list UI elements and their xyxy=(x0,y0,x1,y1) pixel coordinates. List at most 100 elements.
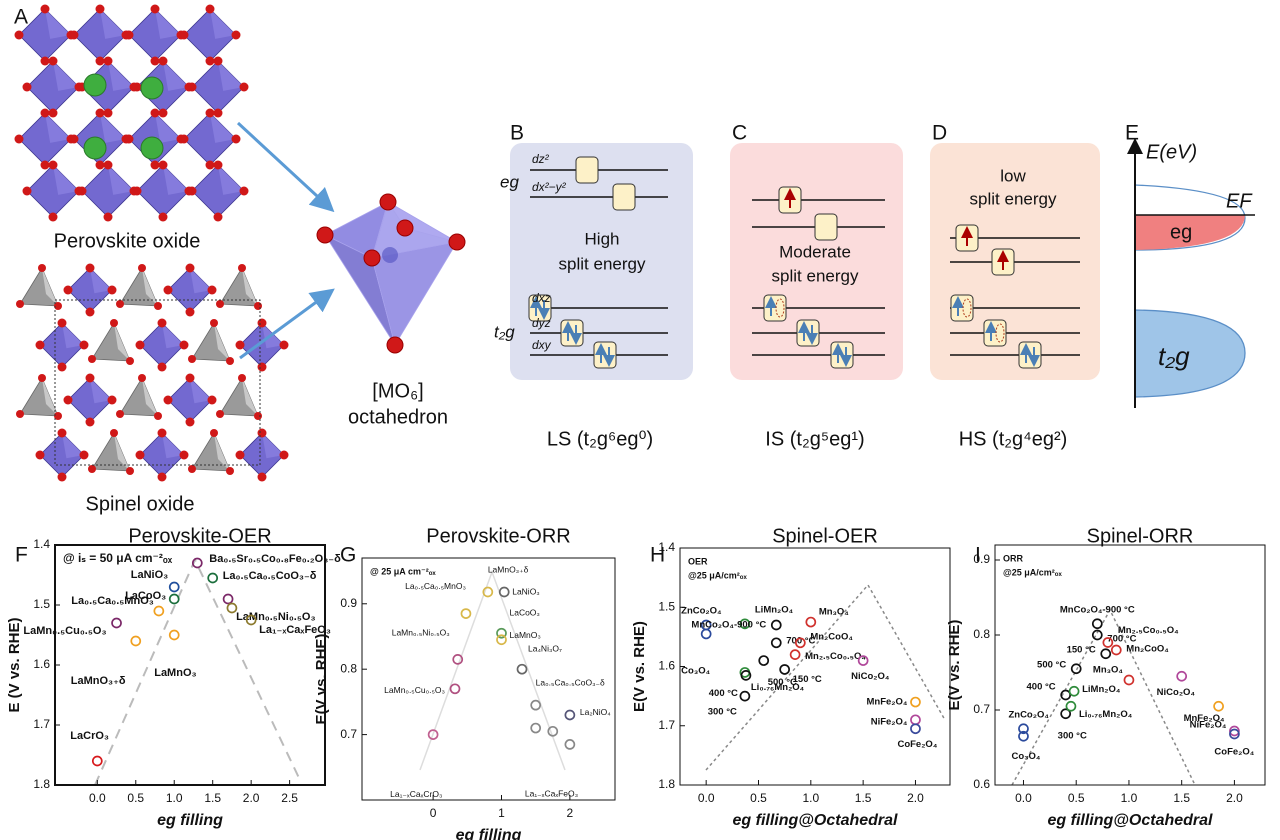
x-tick-label: 2.0 xyxy=(1226,791,1243,805)
point-label: LaCoO₃ xyxy=(509,607,539,617)
orbital: dxz xyxy=(532,291,551,305)
oxygen xyxy=(48,56,58,66)
oxygen xyxy=(85,373,95,383)
oxygen xyxy=(207,395,217,405)
data-point xyxy=(739,618,751,630)
point-label: LaMnO₃ xyxy=(154,667,196,679)
data-point xyxy=(1018,723,1029,735)
oxygen xyxy=(257,318,267,328)
data-point xyxy=(427,729,439,740)
oxygen xyxy=(124,134,134,144)
point-label: La₂NiO₄ xyxy=(580,707,611,717)
data-point xyxy=(564,739,576,750)
caption: HS (t₂g⁴eg²) xyxy=(959,428,1068,450)
trend-line xyxy=(1011,608,1196,786)
point-label: Mn₂.₅Co₀.₅O₄ xyxy=(1118,625,1179,636)
panel-letter: A xyxy=(14,6,28,29)
point-label: CoFe₂O₄ xyxy=(1214,747,1254,758)
data-point xyxy=(789,649,801,661)
point-label: LiMn₂O₄ xyxy=(1082,684,1121,695)
point-label: La₀.₅Ca₀.₅MnO₃ xyxy=(71,595,154,607)
point-label: La₁₋ₓCaₓFeO₃ xyxy=(525,789,578,799)
data-point xyxy=(516,663,528,675)
oxygen xyxy=(138,374,146,382)
a-cation xyxy=(140,136,164,160)
axis-label: E(eV) xyxy=(1146,141,1197,163)
orbital-box xyxy=(830,341,854,369)
oxygen xyxy=(188,465,196,473)
tetrahedron xyxy=(142,268,158,306)
level-label: eg xyxy=(500,172,519,191)
oxygen xyxy=(88,355,96,363)
tetrahedron xyxy=(42,378,58,416)
oxygen xyxy=(363,249,381,267)
oxygen xyxy=(40,160,50,170)
oxygen xyxy=(14,30,24,40)
caption: Perovskite oxide xyxy=(54,230,201,252)
eg-band xyxy=(1135,215,1245,250)
x-tick-label: 2 xyxy=(567,806,574,820)
caption: IS (t₂g⁵eg¹) xyxy=(765,428,864,450)
point-label: 400 °C xyxy=(1027,682,1056,693)
oxygen xyxy=(150,56,160,66)
oxygen xyxy=(95,56,105,66)
x-tick-label: 0.0 xyxy=(1015,791,1032,805)
data-point xyxy=(1100,648,1112,660)
oxygen xyxy=(188,355,196,363)
point-label: Ba₀.₅Sr₀.₅Co₀.₈Fe₀.₂O₃₋δ xyxy=(209,553,341,565)
y-axis-label: E (V vs. RHE) xyxy=(6,617,23,712)
energy-levels xyxy=(528,156,1080,369)
note: High xyxy=(585,229,620,248)
note: split energy xyxy=(559,254,646,273)
data-point xyxy=(794,637,806,649)
oxygen xyxy=(154,412,162,420)
oxygen xyxy=(16,410,24,418)
oxygen xyxy=(157,428,167,438)
octahedron-face xyxy=(53,165,79,195)
point-label: NiFe₂O₄ xyxy=(871,716,908,727)
oxygen xyxy=(135,450,145,460)
oxygen xyxy=(216,300,224,308)
trend-line xyxy=(705,583,946,771)
oxygen xyxy=(226,357,234,365)
oxygen xyxy=(157,318,167,328)
y-tick-label: 1.8 xyxy=(33,777,50,791)
data-point xyxy=(1070,663,1082,675)
t2g-band xyxy=(1134,309,1246,398)
y-tick-label: 0.6 xyxy=(973,777,990,791)
point-label: LaCrO₃ xyxy=(70,730,109,742)
y-axis-label: E(V vs. RHE) xyxy=(946,620,963,711)
point-label: LaMn₀.₅Ni₀.₅O₃ xyxy=(392,628,450,638)
octahedron-face xyxy=(163,165,189,195)
oxygen xyxy=(110,319,118,327)
point-label: Li₀.₇₆Mn₂O₄ xyxy=(751,682,805,693)
oxygen xyxy=(85,307,95,317)
oxygen xyxy=(124,30,134,40)
oxygen xyxy=(213,212,223,222)
panel-letter: G xyxy=(340,544,356,567)
note: split energy xyxy=(772,266,859,285)
x-tick-label: 2.0 xyxy=(243,791,260,805)
octahedron-face xyxy=(190,378,212,404)
oxygen xyxy=(57,472,67,482)
orbital-box xyxy=(983,319,1007,347)
x-axis-label: eg filling@Octahedral xyxy=(733,812,899,829)
oxygen xyxy=(226,467,234,475)
octahedron-face xyxy=(163,61,189,91)
data-point xyxy=(153,605,165,617)
arrow xyxy=(239,288,335,360)
oxygen xyxy=(316,226,334,244)
point-label: 150 °C xyxy=(1067,644,1096,655)
point-label: Mn₂.₅Co₀.₅O₄ xyxy=(805,651,866,662)
oxygen xyxy=(235,450,245,460)
tetrahedron xyxy=(214,433,230,471)
data-point xyxy=(168,593,180,605)
data-point xyxy=(910,714,921,726)
oxygen xyxy=(54,302,62,310)
oxygen xyxy=(150,4,160,14)
data-point xyxy=(530,722,542,734)
panel-bg xyxy=(510,143,693,380)
x-tick-label: 0.0 xyxy=(89,791,106,805)
point-label: 400 °C xyxy=(709,688,738,699)
data-point xyxy=(700,628,712,640)
